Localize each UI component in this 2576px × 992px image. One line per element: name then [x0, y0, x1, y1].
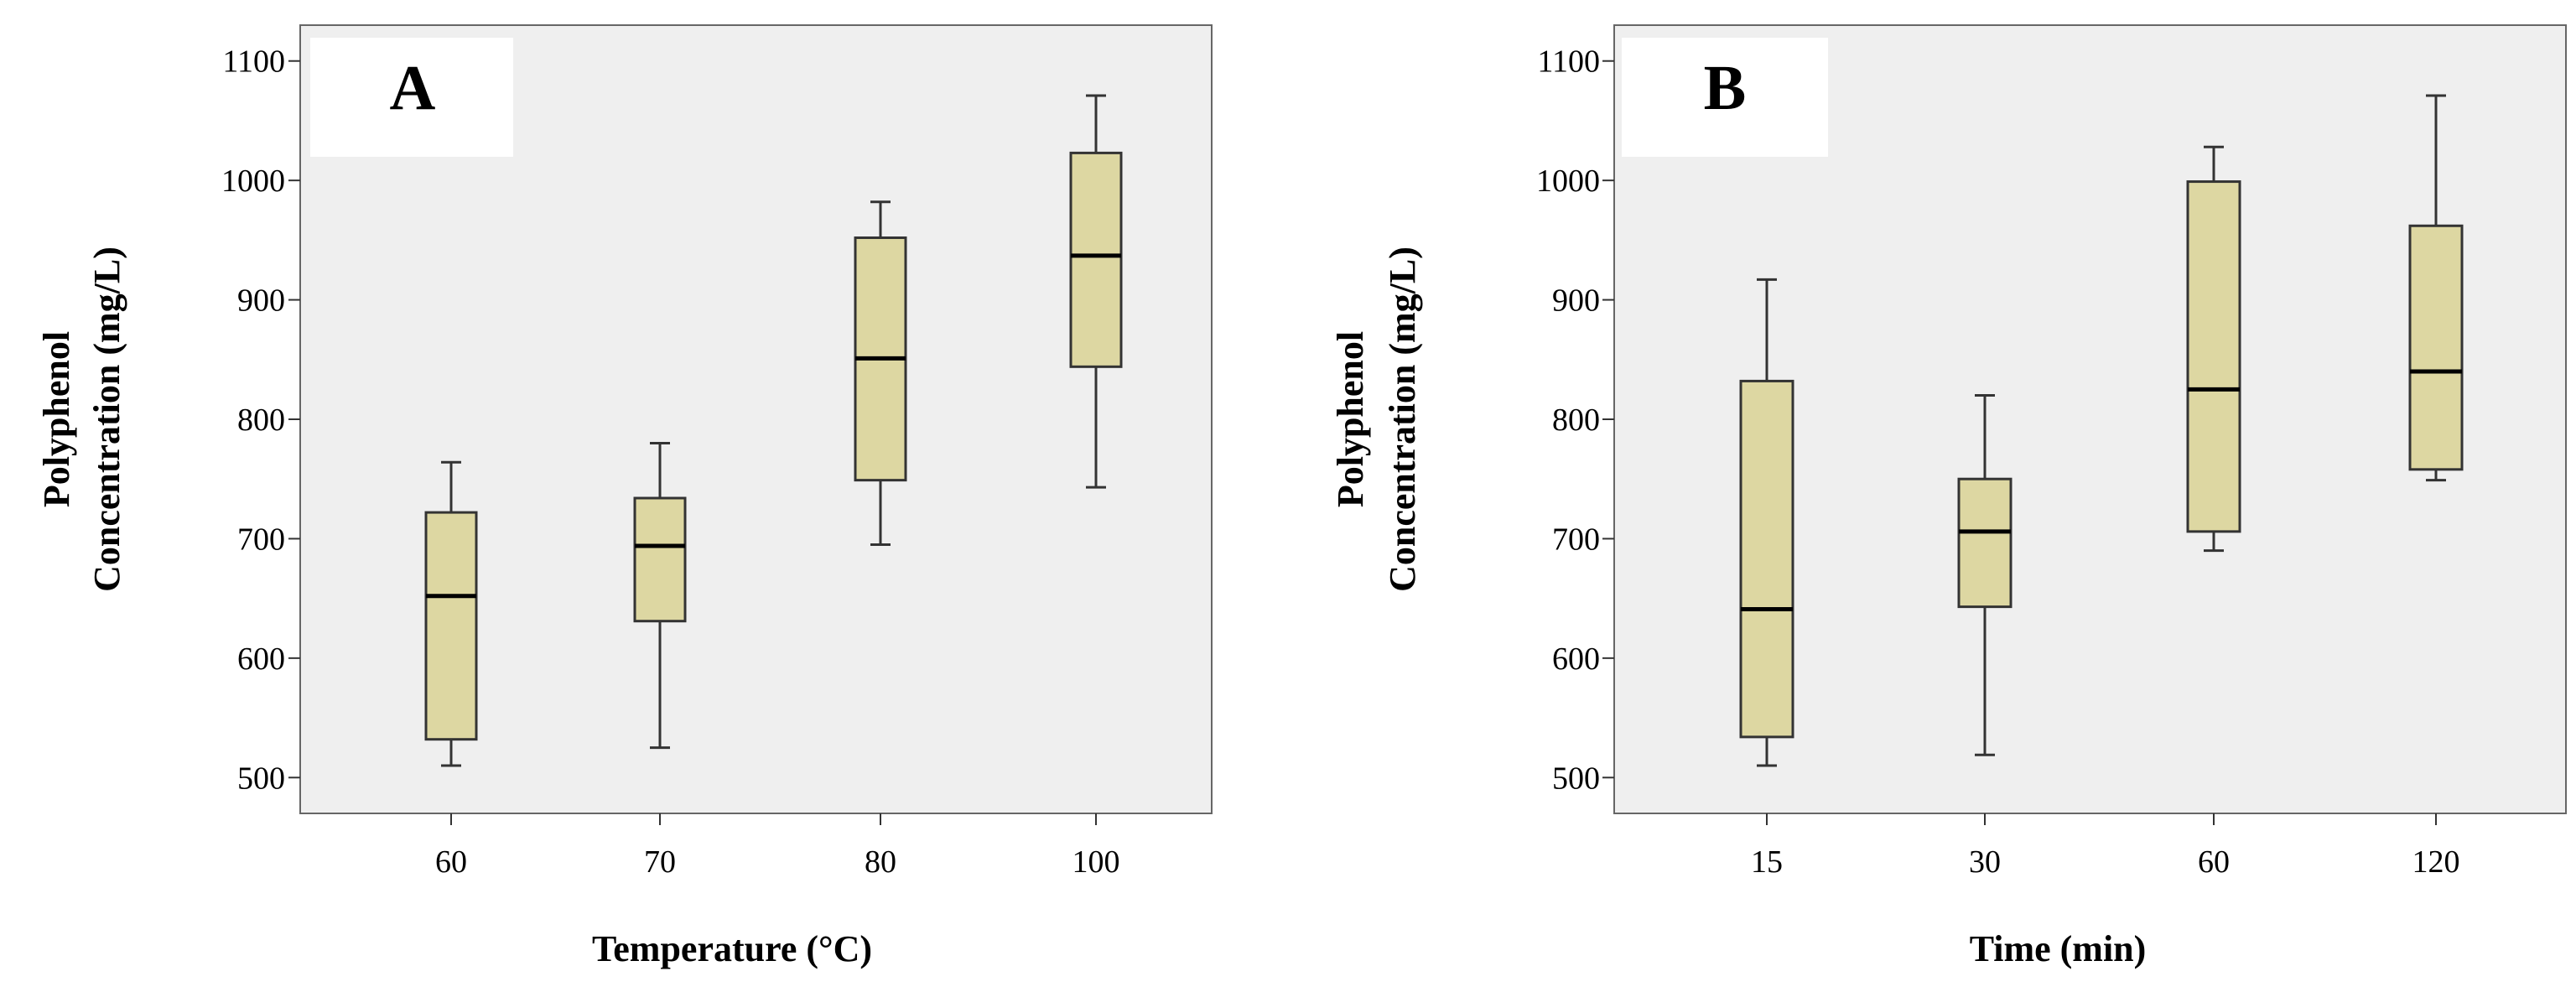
panel-label: B — [1704, 53, 1747, 123]
box-iqr — [2408, 224, 2464, 471]
y-axis-title-line: Concentration (mg/L) — [86, 247, 127, 592]
x-tick-label: 100 — [1072, 844, 1120, 880]
box-60 — [424, 460, 478, 767]
box-120 — [2408, 94, 2464, 482]
box-15 — [1739, 278, 1794, 767]
y-axis-title-line: Polyphenol — [1330, 331, 1371, 507]
y-tick-label: 1100 — [1537, 44, 1600, 80]
panel-a: A 500 600 700 800 900 1000 1100 Polyphenol Concen… — [36, 24, 1213, 969]
y-tick-label: 500 — [1552, 761, 1600, 796]
box-60 — [2186, 145, 2241, 553]
y-tick-label: 700 — [237, 522, 285, 557]
y-tick-label: 800 — [237, 403, 285, 438]
x-tick-label: 60 — [435, 844, 467, 880]
panel-label-box — [1622, 38, 1828, 157]
panel-label: A — [390, 53, 436, 123]
y-tick-label: 1100 — [222, 44, 285, 80]
y-tick-label: 600 — [237, 641, 285, 677]
box-80 — [854, 200, 907, 547]
x-tick-label: 80 — [865, 844, 896, 880]
box-30 — [1957, 394, 2012, 756]
box-iqr — [2186, 180, 2241, 533]
box-iqr — [1069, 151, 1123, 368]
x-tick-label: 30 — [1969, 844, 2001, 880]
x-tick-label: 60 — [2198, 844, 2230, 880]
y-tick-label: 500 — [237, 761, 285, 796]
y-tick-label: 1000 — [1536, 164, 1600, 199]
y-tick-label: 1000 — [221, 164, 285, 199]
panel-b: B 500 600 700 800 900 1000 1100 Polyphenol Concen… — [1330, 24, 2567, 969]
y-axis-title-line: Concentration (mg/L) — [1382, 247, 1423, 592]
y-tick-label: 600 — [1552, 641, 1600, 677]
x-axis-title: Temperature (°C) — [592, 928, 872, 969]
box-iqr — [1957, 477, 2012, 609]
y-tick-label: 900 — [1552, 283, 1600, 319]
y-axis-title-line: Polyphenol — [36, 331, 77, 507]
box-70 — [633, 441, 687, 750]
box-100 — [1069, 94, 1123, 489]
box-iqr — [633, 496, 687, 623]
x-tick-label: 15 — [1751, 844, 1783, 880]
y-tick-label: 700 — [1552, 522, 1600, 557]
panel-label-box — [310, 38, 513, 157]
x-axis-title: Time (min) — [1970, 928, 2147, 969]
x-tick-label: 70 — [644, 844, 676, 880]
y-tick-label: 800 — [1552, 403, 1600, 438]
x-tick-label: 120 — [2412, 844, 2460, 880]
box-iqr — [1739, 379, 1794, 739]
box-iqr — [424, 511, 478, 741]
y-tick-label: 900 — [237, 283, 285, 319]
